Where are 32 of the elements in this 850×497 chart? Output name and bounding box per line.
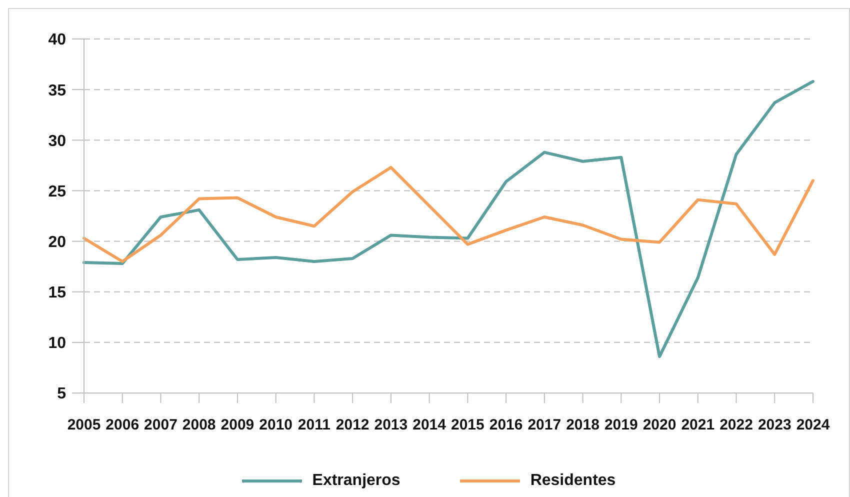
x-tick-label: 2016: [489, 416, 523, 434]
y-tick-label: 20: [48, 234, 66, 251]
y-tick-label: 10: [48, 335, 66, 352]
x-tick-label: 2005: [67, 416, 101, 434]
x-tick-label: 2009: [220, 416, 254, 434]
x-tick-label: 2023: [758, 416, 792, 434]
x-tick-label: 2007: [144, 416, 178, 434]
line-series: [82, 166, 814, 264]
x-tick-label: 2011: [298, 416, 330, 434]
y-tick-label: 25: [48, 183, 66, 200]
line-series: [82, 80, 814, 358]
x-tick-label: 2020: [642, 416, 676, 434]
legend-label: Residentes: [530, 472, 616, 490]
x-tick-label: 2017: [528, 416, 562, 434]
legend-label: Extranjeros: [312, 472, 400, 490]
x-tick-label: 2010: [259, 416, 293, 434]
x-tick-label: 2013: [374, 416, 408, 434]
y-tick-label: 40: [48, 32, 66, 49]
y-tick-label: 5: [57, 386, 66, 403]
x-tick-label: 2019: [604, 416, 638, 434]
x-tick-label: 2008: [182, 416, 216, 434]
y-tick-label: 30: [48, 132, 66, 150]
x-tick-label: 2012: [336, 416, 370, 434]
x-tick-label: 2024: [796, 416, 830, 434]
x-tick-label: 2006: [106, 416, 140, 434]
y-tick-label: 15: [48, 284, 66, 302]
x-tick-label: 2015: [450, 416, 484, 434]
y-tick-label: 35: [48, 82, 66, 100]
x-tick-label: 2014: [412, 416, 447, 434]
x-tick-label: 2021: [681, 416, 715, 434]
x-tick-label: 2022: [720, 416, 753, 434]
x-tick-label: 2018: [566, 416, 600, 434]
